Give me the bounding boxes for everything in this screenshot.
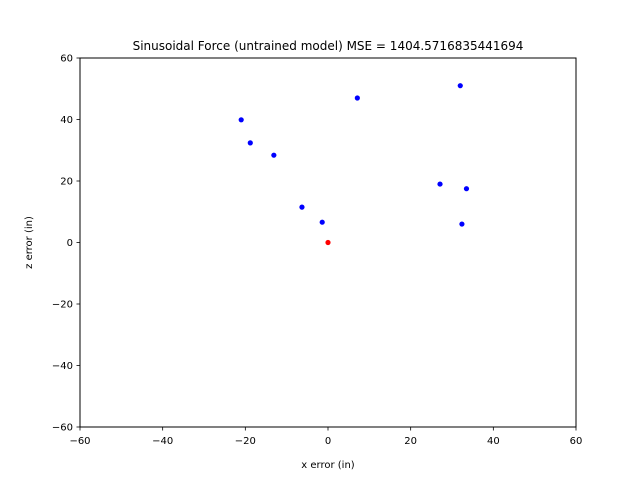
x-tick-label: −60 xyxy=(69,436,90,447)
data-point xyxy=(319,219,325,225)
data-point xyxy=(299,204,305,210)
data-point xyxy=(463,186,470,192)
data-point xyxy=(271,152,277,158)
y-tick-label: 0 xyxy=(67,238,73,249)
data-point xyxy=(457,83,463,89)
data-point xyxy=(238,117,244,123)
x-axis-label: x error (in) xyxy=(301,460,355,471)
y-tick-label: 40 xyxy=(60,115,73,126)
chart-title: Sinusoidal Force (untrained model) MSE =… xyxy=(133,39,524,53)
x-tick-label: 0 xyxy=(325,436,331,447)
x-tick-label: 20 xyxy=(404,436,417,447)
y-tick-label: 20 xyxy=(60,177,73,188)
data-point xyxy=(354,95,360,101)
data-point xyxy=(459,221,465,227)
x-tick-label: −40 xyxy=(152,436,173,447)
plot-area xyxy=(238,83,470,246)
x-tick-label: 40 xyxy=(487,436,500,447)
data-point xyxy=(247,140,253,146)
y-tick-label: 60 xyxy=(60,54,73,65)
y-axis-label: z error (in) xyxy=(24,216,35,269)
data-point xyxy=(437,181,443,187)
y-tick-label: −20 xyxy=(52,300,73,311)
y-tick-label: −40 xyxy=(52,361,73,372)
data-point xyxy=(325,239,331,246)
x-tick-label: 60 xyxy=(570,436,583,447)
x-tick-label: −20 xyxy=(235,436,256,447)
y-tick-label: −60 xyxy=(52,423,73,434)
